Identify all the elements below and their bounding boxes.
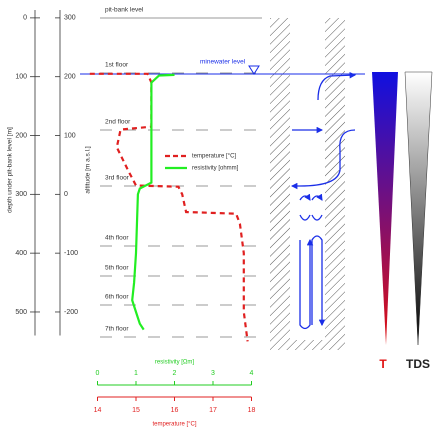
x-tick-label: 3 <box>211 370 215 377</box>
x-tick-label: 14 <box>94 407 102 414</box>
figure: T TDS depth under pit-bank level [m] alt… <box>0 0 435 432</box>
legend-label: temperature [°C] <box>192 154 236 160</box>
y-tick-label: 0 <box>23 15 27 22</box>
x-tick-label: 15 <box>132 407 140 414</box>
gradient-label: T <box>379 357 387 371</box>
floor-label: 1st floor <box>105 62 129 69</box>
floor-label: 3rd floor <box>105 175 130 182</box>
y2-tick-label: -100 <box>64 250 78 257</box>
shaft-diagram: T TDS <box>270 18 432 371</box>
x-tick-label: 17 <box>209 407 217 414</box>
y2-tick-label: 200 <box>64 74 76 81</box>
y-tick-label: 400 <box>15 250 27 257</box>
y2-tick-label: 0 <box>64 191 68 198</box>
y2-tick-label: 300 <box>64 15 76 22</box>
shaft-wall <box>270 18 290 340</box>
series-line <box>90 74 248 342</box>
tds-gradient <box>405 72 432 345</box>
x-axis-title: resistivity [Ωm] <box>155 360 194 366</box>
x-tick-label: 18 <box>248 407 256 414</box>
floor-label: 2nd floor <box>105 119 131 126</box>
x-tick-label: 4 <box>250 370 254 377</box>
y2-axis-title: altitude [m a.s.l.] <box>85 146 92 194</box>
y2-tick-label: -200 <box>64 309 78 316</box>
flow-arrows <box>292 75 355 329</box>
y2-tick-label: 100 <box>64 132 76 139</box>
y-tick-label: 500 <box>15 309 27 316</box>
water-level-label: minewater level <box>200 59 246 66</box>
floor-label: 6th floor <box>105 294 129 301</box>
temperature-gradient <box>372 72 398 345</box>
shaft-floor <box>270 340 345 350</box>
legend-label: resistivity [ohmm] <box>192 166 239 172</box>
y-tick-label: 300 <box>15 191 27 198</box>
x-tick-label: 1 <box>134 370 138 377</box>
x-tick-label: 0 <box>96 370 100 377</box>
series-line <box>132 75 174 330</box>
x-tick-label: 2 <box>173 370 177 377</box>
floor-label: pit-bank level <box>105 7 144 14</box>
y-axis-title: depth under pit-bank level [m] <box>7 127 14 213</box>
floor-label: 4th floor <box>105 235 129 242</box>
floor-label: 7th floor <box>105 326 129 333</box>
y-tick-label: 100 <box>15 74 27 81</box>
floor-label: 5th floor <box>105 265 129 272</box>
x-tick-label: 16 <box>171 407 179 414</box>
x-axis-title: temperature [°C] <box>152 422 196 428</box>
y-tick-label: 200 <box>15 132 27 139</box>
gradient-label: TDS <box>406 357 430 371</box>
